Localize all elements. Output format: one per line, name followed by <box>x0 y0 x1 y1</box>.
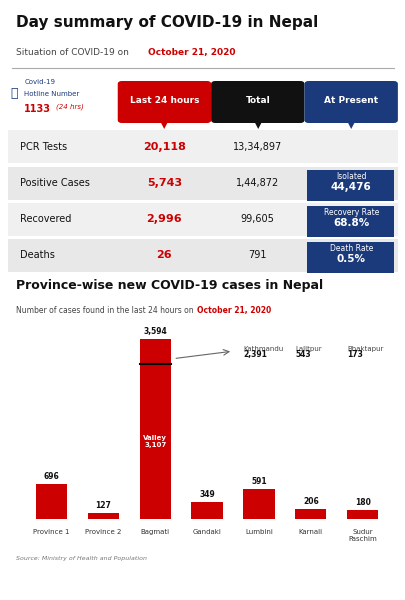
Text: 99,605: 99,605 <box>240 214 274 224</box>
Text: www.english.dcnepal.com: www.english.dcnepal.com <box>16 581 149 589</box>
Text: Recovered: Recovered <box>20 214 72 224</box>
Text: Covid-19: Covid-19 <box>24 79 55 85</box>
Text: Recovery Rate: Recovery Rate <box>323 208 378 217</box>
Text: 44,476: 44,476 <box>330 182 371 193</box>
Text: 68.8%: 68.8% <box>332 218 369 229</box>
Text: Deaths: Deaths <box>20 250 55 260</box>
Text: PCR Tests: PCR Tests <box>20 142 67 152</box>
Text: Total: Total <box>245 96 269 105</box>
Text: 791: 791 <box>248 250 266 260</box>
Text: Isolated: Isolated <box>335 172 366 181</box>
Text: Death Rate: Death Rate <box>329 244 372 253</box>
Text: Day summary of COVID-19 in Nepal: Day summary of COVID-19 in Nepal <box>16 15 318 30</box>
Text: 591: 591 <box>251 478 266 487</box>
Text: 13,34,897: 13,34,897 <box>232 142 282 152</box>
Bar <box>36 484 67 519</box>
FancyBboxPatch shape <box>8 130 397 163</box>
Text: 696: 696 <box>43 472 59 481</box>
Text: October 21, 2020: October 21, 2020 <box>196 306 271 315</box>
Bar <box>87 512 119 519</box>
FancyBboxPatch shape <box>306 205 393 237</box>
Text: Bagmati: Bagmati <box>140 529 169 535</box>
Text: 2,391: 2,391 <box>243 350 266 359</box>
Text: Kathmandu: Kathmandu <box>243 346 283 352</box>
Text: Lumbini: Lumbini <box>244 529 272 535</box>
Text: Province-wise new COVID-19 cases in Nepal: Province-wise new COVID-19 cases in Nepa… <box>16 279 322 292</box>
Text: ▼: ▼ <box>347 121 354 130</box>
Text: Bhaktapur: Bhaktapur <box>346 346 383 352</box>
FancyBboxPatch shape <box>8 238 397 271</box>
Bar <box>139 339 171 519</box>
Text: 20,118: 20,118 <box>143 142 185 152</box>
FancyBboxPatch shape <box>306 169 393 201</box>
FancyBboxPatch shape <box>211 81 304 123</box>
Text: 📞: 📞 <box>10 87 17 100</box>
FancyBboxPatch shape <box>117 81 211 123</box>
Text: ▼: ▼ <box>254 121 260 130</box>
Text: Last 24 hours: Last 24 hours <box>129 96 199 105</box>
Text: Karnali: Karnali <box>298 529 322 535</box>
Text: 0.5%: 0.5% <box>336 254 365 265</box>
FancyBboxPatch shape <box>304 81 397 123</box>
Bar <box>243 490 274 519</box>
Text: 349: 349 <box>199 490 214 499</box>
Text: Number of cases found in the last 24 hours on: Number of cases found in the last 24 hou… <box>16 306 196 315</box>
Text: Gandaki: Gandaki <box>192 529 221 535</box>
Text: 206: 206 <box>302 497 318 506</box>
Text: 543: 543 <box>294 350 310 359</box>
Text: Positive Cases: Positive Cases <box>20 178 90 188</box>
Text: Sudur
Paschim: Sudur Paschim <box>347 529 376 542</box>
Text: ▼: ▼ <box>161 121 167 130</box>
Text: 26: 26 <box>156 250 172 260</box>
Bar <box>191 502 222 519</box>
Text: Province 1: Province 1 <box>33 529 70 535</box>
Text: Hotline Number: Hotline Number <box>24 91 79 97</box>
Text: 5,743: 5,743 <box>147 178 181 188</box>
Text: 180: 180 <box>354 498 370 507</box>
FancyBboxPatch shape <box>8 166 397 199</box>
Text: Situation of COVID-19 on: Situation of COVID-19 on <box>16 48 132 57</box>
Text: Lalitpur: Lalitpur <box>294 346 321 352</box>
Text: October 21, 2020: October 21, 2020 <box>148 48 235 57</box>
Text: At Present: At Present <box>323 96 377 105</box>
Text: 1133: 1133 <box>24 103 51 113</box>
Text: 1,44,872: 1,44,872 <box>236 178 279 188</box>
Text: Province 2: Province 2 <box>85 529 121 535</box>
Text: 127: 127 <box>95 500 111 509</box>
Bar <box>346 510 377 519</box>
Text: 3,594: 3,594 <box>143 327 166 336</box>
Text: 2,996: 2,996 <box>146 214 182 224</box>
Text: 173: 173 <box>346 350 362 359</box>
Text: (24 hrs): (24 hrs) <box>56 103 83 110</box>
Bar <box>294 509 326 519</box>
Text: Valley
3,107: Valley 3,107 <box>143 435 167 448</box>
Text: Source: Ministry of Health and Population: Source: Ministry of Health and Populatio… <box>16 556 147 561</box>
FancyBboxPatch shape <box>8 202 397 235</box>
FancyBboxPatch shape <box>306 241 393 273</box>
